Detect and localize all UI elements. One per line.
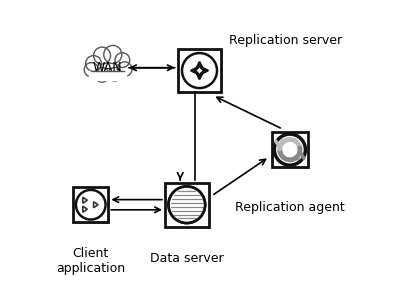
Polygon shape [83,206,87,212]
Bar [75,189,110,224]
Text: Client
application: Client application [56,247,125,275]
Circle shape [84,63,99,77]
Circle shape [104,46,122,63]
Bar [89,71,126,80]
Bar [167,185,210,228]
Circle shape [168,186,205,223]
Bar [179,50,223,94]
Bar [165,183,209,227]
Circle shape [76,190,106,219]
Circle shape [170,188,203,221]
Circle shape [275,134,305,165]
Polygon shape [94,202,98,208]
Text: Replication agent: Replication agent [235,201,345,214]
Circle shape [86,56,101,71]
Bar [178,49,221,92]
Circle shape [96,53,120,77]
Circle shape [108,67,122,81]
Circle shape [117,62,132,77]
Bar [274,134,309,169]
Circle shape [95,67,109,82]
Circle shape [115,53,130,67]
Polygon shape [83,197,87,203]
Text: WAN: WAN [93,61,122,74]
Text: Data server: Data server [150,252,223,265]
Bar [272,132,308,167]
Text: Replication server: Replication server [229,34,342,48]
Circle shape [94,47,111,64]
Bar [73,187,109,222]
Circle shape [182,53,217,88]
